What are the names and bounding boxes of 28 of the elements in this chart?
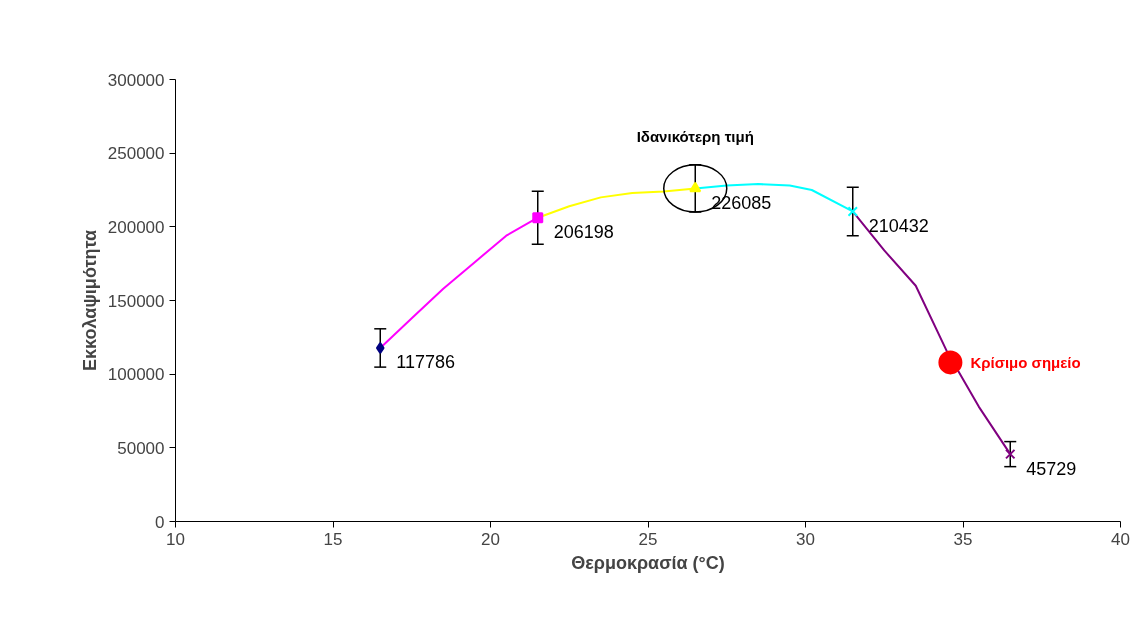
x-axis-title: Θερμοκρασία (°C) [571, 552, 725, 573]
x-tick-label: 35 [953, 529, 973, 549]
x-tick-label: 10 [166, 529, 185, 549]
annotation: Ιδανικότερη τιμή [636, 127, 754, 145]
y-tick-label: 50000 [117, 438, 165, 458]
series-label: Κρίσιμο σημείο [970, 353, 1081, 371]
point [532, 212, 544, 224]
y-tick-label: 300000 [107, 70, 165, 90]
data-label: 117786 [396, 352, 455, 373]
data-label: 206198 [553, 222, 614, 243]
y-tick-label: 250000 [107, 144, 165, 164]
data-label: 210432 [868, 215, 929, 236]
x-tick-label: 20 [481, 529, 500, 549]
y-tick-label: 0 [155, 512, 165, 532]
point [689, 181, 702, 193]
y-tick-label: 200000 [107, 217, 165, 237]
x-tick-label: 40 [1111, 529, 1130, 549]
x-tick-label: 25 [638, 529, 658, 549]
data-label: 45729 [1026, 458, 1077, 479]
point [847, 206, 858, 217]
y-tick-label: 100000 [107, 365, 165, 385]
point [938, 350, 963, 375]
x-tick-label: 15 [323, 529, 343, 549]
point [375, 341, 385, 354]
y-tick-label: 150000 [107, 291, 165, 311]
y-axis-title: Εκκολαψιμότητα [79, 229, 100, 372]
point [1005, 448, 1016, 460]
x-tick-label: 30 [796, 529, 815, 549]
